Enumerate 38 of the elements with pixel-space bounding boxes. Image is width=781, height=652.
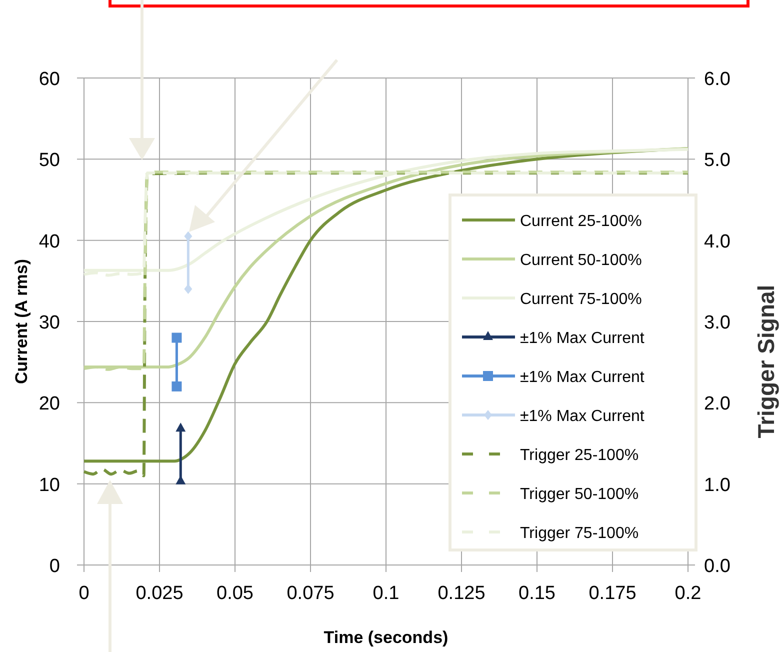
legend-label: Trigger 50-100% [520, 486, 639, 503]
point [184, 284, 192, 294]
legend-label: ±1% Max Current [520, 330, 645, 347]
x-tick-label: 0.025 [136, 583, 184, 604]
y-tick-label: 40 [38, 231, 60, 252]
x-axis-title: Time (seconds) [324, 628, 448, 647]
x-tick-label: 0.175 [588, 583, 636, 604]
y2-tick-label: 4.0 [704, 231, 730, 252]
x-tick-label: 0 [78, 583, 90, 604]
legend-label: Current 75-100% [520, 291, 642, 308]
y2-axis-title: Trigger Signal [753, 284, 779, 438]
legend-label: Current 25-100% [520, 213, 642, 230]
legend-label: ±1% Max Current [520, 408, 645, 425]
x-tick-label: 0.15 [518, 583, 556, 604]
legend-label: Current 50-100% [520, 252, 642, 269]
x-tick-label: 0.125 [438, 583, 486, 604]
legend-label: Trigger 75-100% [520, 525, 639, 542]
x-tick-label: 0.05 [216, 583, 254, 604]
y2-tick-label: 0.0 [704, 556, 730, 577]
legend-label: ±1% Max Current [520, 369, 645, 386]
y-tick-label: 20 [38, 394, 60, 415]
y2-tick-label: 6.0 [704, 69, 730, 90]
y-tick-label: 30 [38, 312, 60, 334]
y2-tick-label: 5.0 [704, 150, 730, 172]
x-tick-label: 0.075 [286, 583, 334, 604]
x-tick-label: 0.2 [674, 583, 702, 604]
y2-tick-label: 3.0 [704, 312, 730, 334]
y-tick-label: 0 [49, 556, 60, 577]
y-tick-label: 60 [38, 69, 60, 90]
y-axis-title: Current (A rms) [12, 259, 31, 384]
x-tick-label: 0.1 [372, 583, 400, 604]
y2-tick-label: 2.0 [704, 394, 730, 415]
legend-label: Trigger 25-100% [520, 447, 639, 464]
point [172, 332, 182, 343]
point [172, 381, 182, 392]
y2-tick-label: 1.0 [704, 474, 730, 496]
y-tick-label: 50 [38, 150, 60, 172]
y-tick-label: 10 [38, 474, 60, 496]
